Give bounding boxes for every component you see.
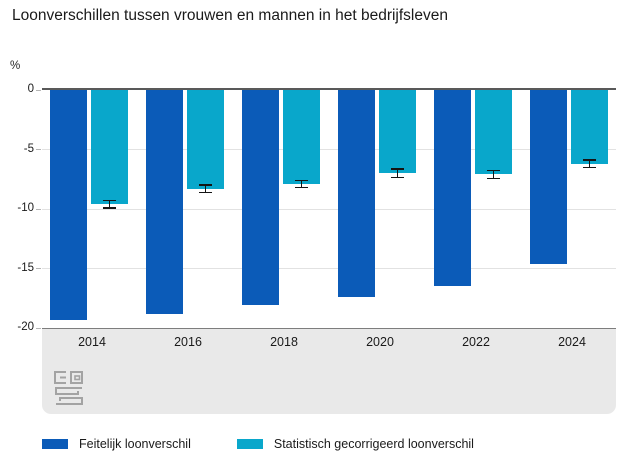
- legend-item-gecorrigeerd: Statistisch gecorrigeerd loonverschil: [236, 437, 474, 451]
- bar-2016-series0: [146, 90, 183, 314]
- error-bar-stem: [204, 185, 207, 193]
- y-tick-label: -15: [17, 261, 34, 274]
- plot-area: [42, 90, 616, 328]
- error-bar-cap: [583, 159, 596, 161]
- error-bar-stem: [108, 200, 111, 208]
- error-bar-cap: [391, 176, 404, 179]
- bar-2014-series1: [91, 90, 128, 205]
- error-bar-cap: [103, 199, 116, 202]
- x-axis-band: 2014 2016 2018 2020 2022 2024: [42, 328, 616, 414]
- bar-2020-series1: [379, 90, 416, 174]
- y-tick-mark: [36, 208, 41, 210]
- y-tick-label: -5: [23, 142, 34, 155]
- chart-title: Loonverschillen tussen vrouwen en mannen…: [12, 7, 448, 24]
- bar-2024-series1: [571, 90, 608, 164]
- bar-2022-series1: [475, 90, 512, 175]
- zero-axis-line: [42, 88, 616, 90]
- error-bar-cap: [295, 186, 308, 189]
- bar-2022-series0: [434, 90, 471, 287]
- error-bar-cap: [487, 177, 500, 180]
- legend-label-gecorrigeerd: Statistisch gecorrigeerd loonverschil: [273, 437, 474, 451]
- error-bar-cap: [487, 169, 500, 172]
- y-tick-mark: [36, 327, 41, 329]
- legend-label-feitelijk: Feitelijk loonverschil: [79, 437, 191, 451]
- x-tick-label: 2024: [558, 335, 586, 349]
- x-tick-label: 2022: [462, 335, 490, 349]
- error-bar-stem: [396, 169, 399, 178]
- legend-item-feitelijk: Feitelijk loonverschil: [42, 437, 191, 451]
- y-tick-mark: [36, 268, 41, 269]
- x-tick-label: 2020: [366, 335, 394, 349]
- bar-2020-series0: [338, 90, 375, 298]
- cbs-logo: [50, 368, 88, 413]
- gridline--5: [42, 149, 616, 150]
- y-tick-label: -20: [17, 321, 34, 333]
- y-axis-unit-label: %: [10, 60, 21, 72]
- x-tick-label: 2016: [174, 335, 202, 349]
- error-bar-cap: [391, 168, 404, 170]
- y-tick-label: -10: [17, 202, 34, 214]
- gridline--15: [42, 268, 616, 269]
- y-tick-mark: [36, 89, 41, 91]
- x-tick-label: 2014: [78, 335, 106, 349]
- bar-2024-series0: [530, 90, 567, 264]
- error-bar-stem: [588, 160, 591, 168]
- error-bar-cap: [199, 184, 212, 186]
- x-tick-label: 2018: [270, 335, 298, 349]
- error-bar-cap: [295, 179, 308, 182]
- error-bar-cap: [103, 207, 116, 209]
- legend: Feitelijk loonverschil Statistisch gecor…: [42, 437, 474, 451]
- bar-2018-series0: [242, 90, 279, 306]
- error-bar-cap: [199, 191, 212, 194]
- bar-2018-series1: [283, 90, 320, 184]
- legend-swatch-feitelijk: [42, 439, 68, 449]
- legend-swatch-gecorrigeerd: [236, 439, 263, 449]
- error-bar-stem: [300, 180, 303, 188]
- gridline--10: [42, 208, 616, 210]
- error-bar-cap: [583, 166, 596, 169]
- bar-2016-series1: [187, 90, 224, 189]
- y-tick-mark: [36, 149, 41, 150]
- error-bar-stem: [492, 170, 495, 179]
- y-tick-label: 0: [27, 83, 34, 95]
- bar-2014-series0: [50, 90, 87, 320]
